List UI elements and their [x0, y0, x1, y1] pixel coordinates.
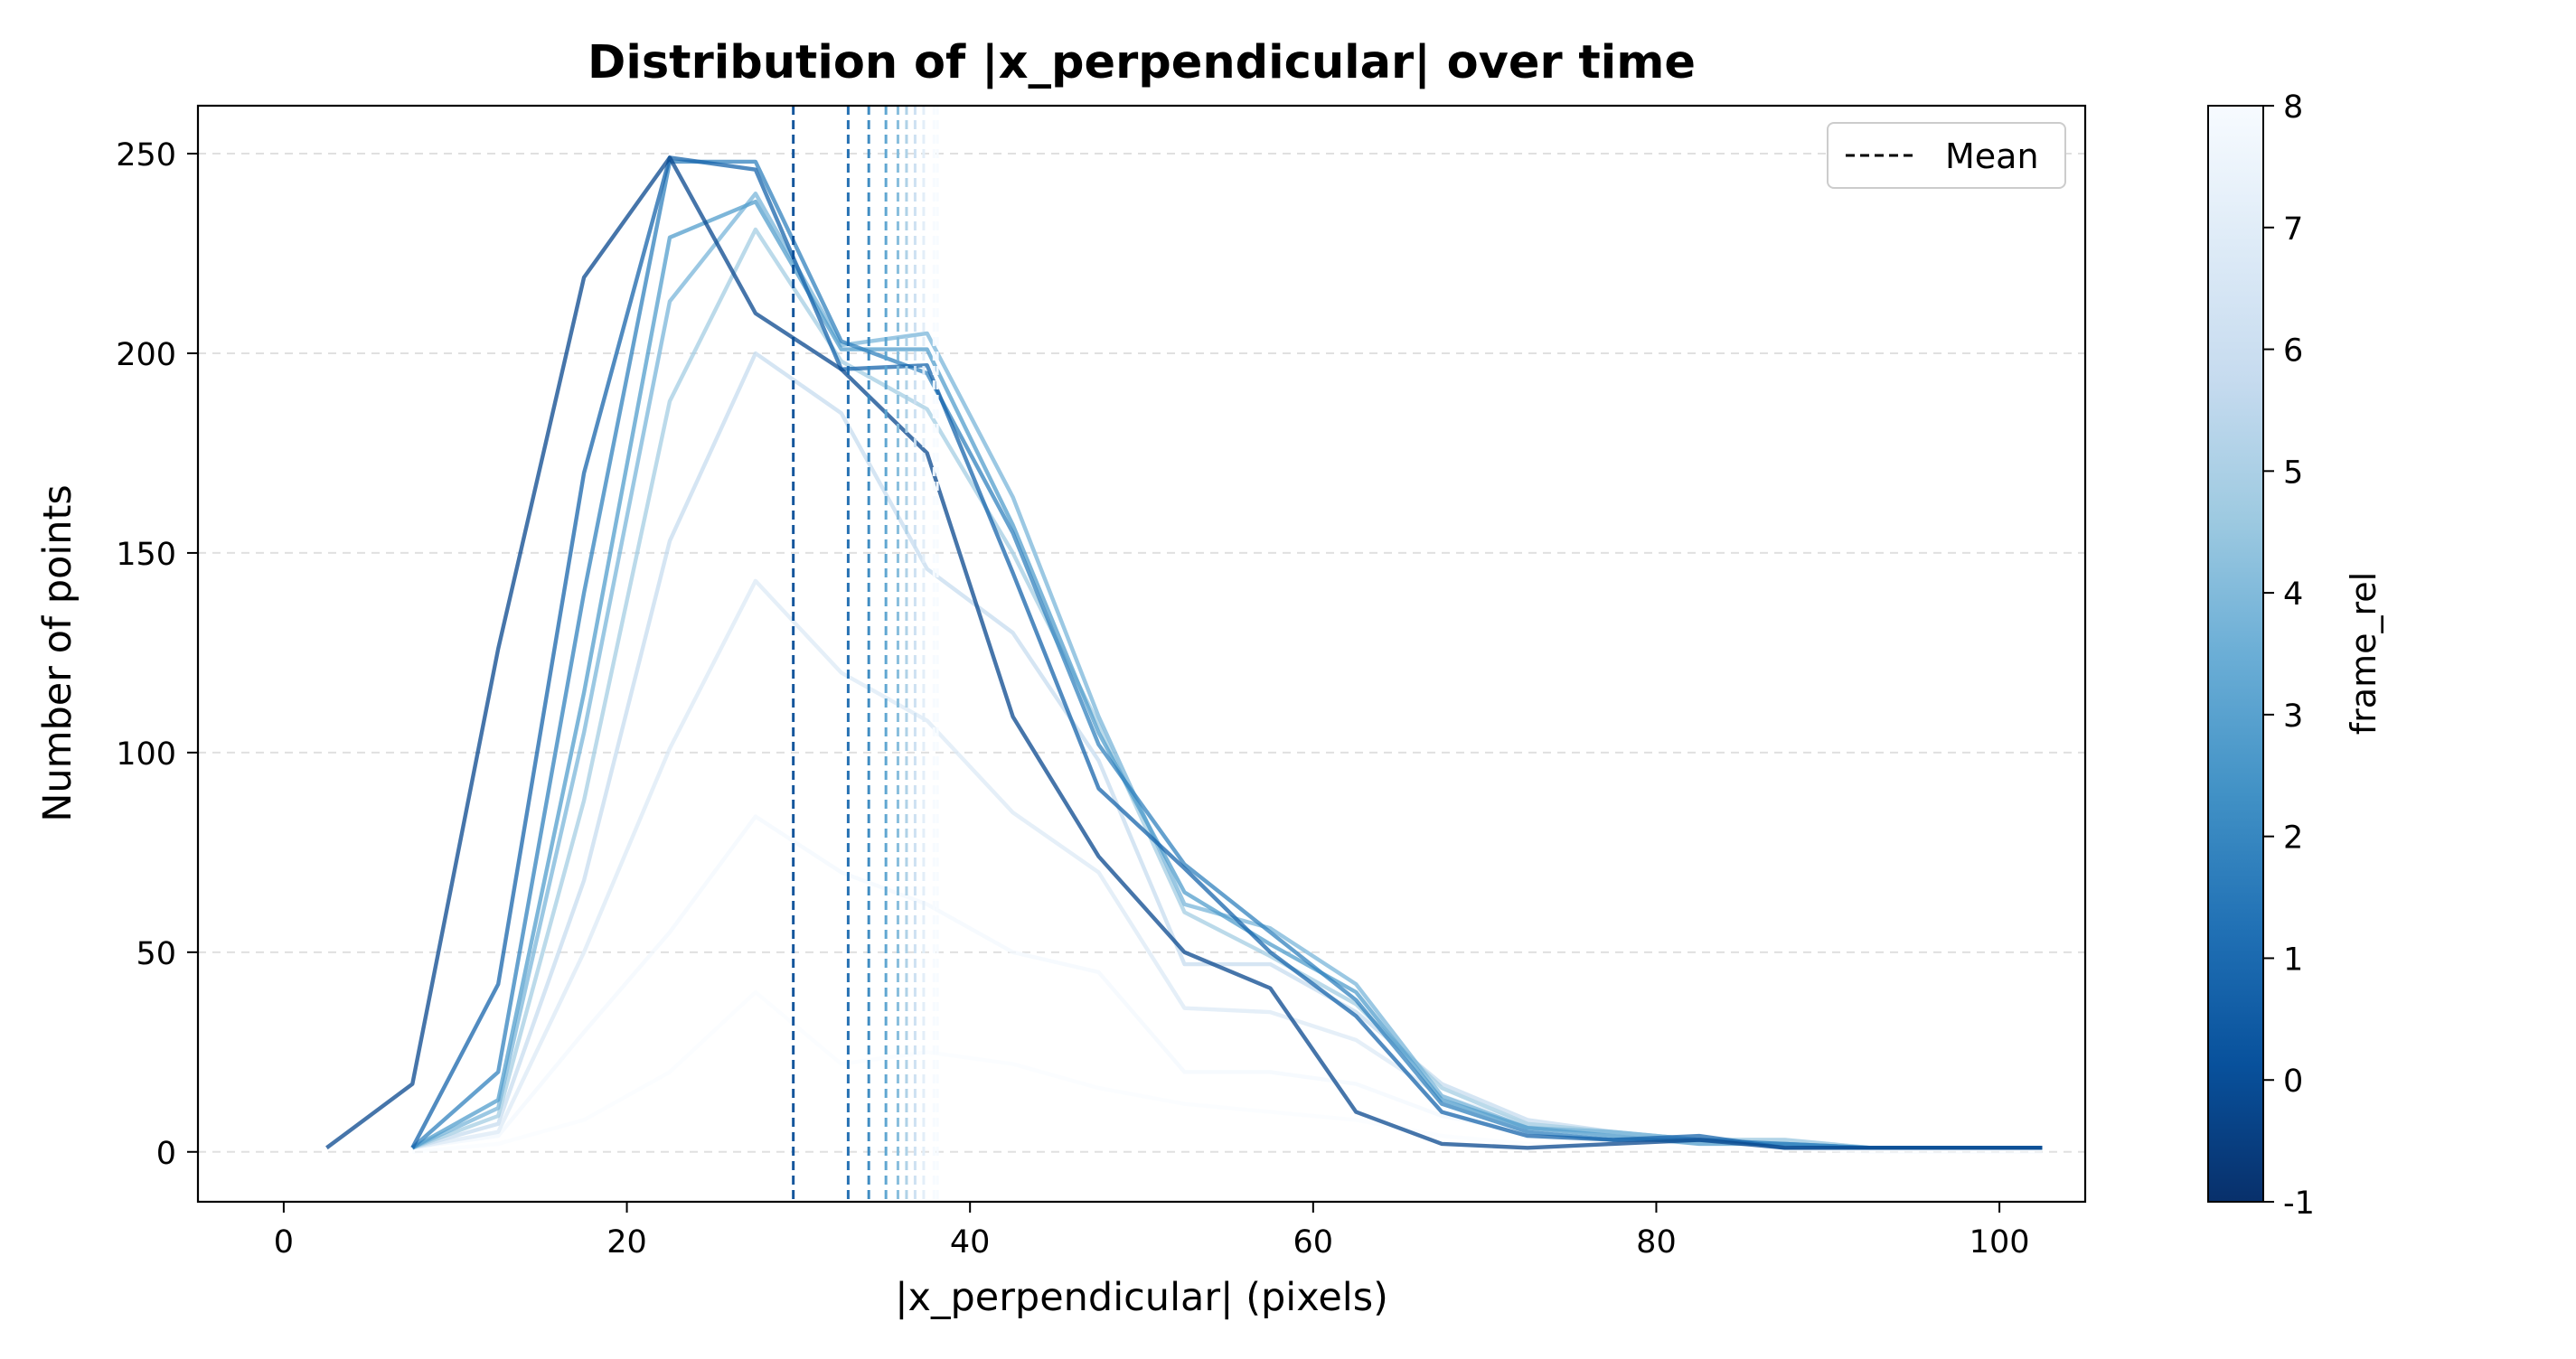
- colorbar-tick-label: 8: [2283, 89, 2303, 126]
- x-tick-label: 80: [1636, 1224, 1677, 1261]
- plot-frame: [196, 104, 2087, 1204]
- x-tick-label: 100: [1970, 1224, 2030, 1261]
- colorbar-label: frame_rel: [2344, 572, 2383, 735]
- y-tick-label: 100: [116, 736, 176, 773]
- legend: Mean: [1827, 122, 2066, 189]
- series-line: [410, 159, 2043, 1150]
- x-tick-label: 0: [274, 1224, 294, 1261]
- colorbar-tick-label: 5: [2283, 455, 2303, 491]
- colorbar-tick-label: 4: [2283, 576, 2303, 613]
- colorbar-ticks: -1 0 1 2 3 4 5 6 7 8: [2263, 89, 2315, 1222]
- chart-title: Distribution of |x_perpendicular| over t…: [588, 36, 1696, 89]
- colorbar-tick-label: 7: [2283, 211, 2303, 248]
- x-tick-label: 40: [950, 1224, 991, 1261]
- y-tick-label: 200: [116, 337, 176, 373]
- colorbar-tick-label: 3: [2283, 698, 2303, 735]
- y-tick-label: 250: [116, 137, 176, 173]
- colorbar: -1 0 1 2 3 4 5 6 7 8 frame_rel: [2207, 89, 2383, 1222]
- x-tick-label: 60: [1293, 1224, 1334, 1261]
- legend-box: [1827, 122, 2066, 189]
- colorbar-tick-label: 2: [2283, 820, 2303, 857]
- colorbar-tick-label: 0: [2283, 1064, 2303, 1100]
- mean-lines: [792, 106, 939, 1202]
- x-axis-ticks: 0 20 40 60 80 100: [274, 1202, 2030, 1261]
- y-tick-label: 150: [116, 537, 176, 573]
- y-axis-ticks: 0 50 100 150 200 250: [116, 137, 198, 1172]
- colorbar-gradient: [2207, 105, 2264, 1203]
- y-tick-label: 50: [136, 936, 176, 972]
- series-lines: [325, 155, 2043, 1154]
- y-tick-label: 0: [156, 1136, 176, 1172]
- series-line: [411, 227, 2043, 1150]
- colorbar-tick-label: -1: [2283, 1186, 2315, 1222]
- colorbar-tick-label: 6: [2283, 333, 2303, 370]
- legend-mean-label: Mean: [1945, 136, 2039, 176]
- y-axis-label: Number of points: [35, 484, 80, 822]
- x-axis-label: |x_perpendicular| (pixels): [895, 1275, 1388, 1320]
- x-tick-label: 20: [606, 1224, 647, 1261]
- colorbar-tick-label: 1: [2283, 942, 2303, 978]
- gridlines: [198, 153, 2085, 1153]
- series-line: [325, 155, 2043, 1150]
